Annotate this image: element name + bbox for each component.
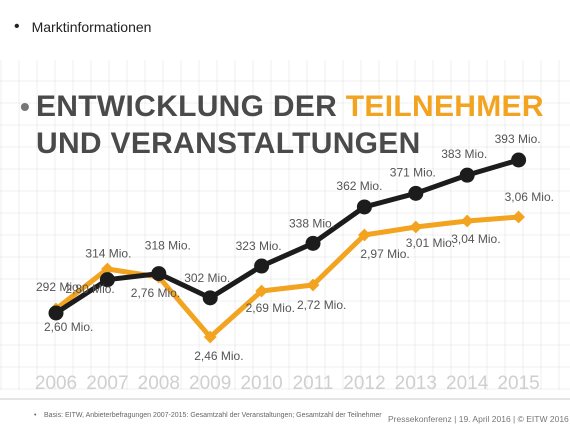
data-label-teilnehmer-2011: 2,72 Mio. [297,298,346,312]
slide-title: • ENTWICKLUNG DER TEILNEHMER UND VERANST… [20,88,544,162]
data-label-veranstaltungen-2013: 371 Mio. [390,165,436,179]
data-label-veranstaltungen-2008: 318 Mio. [145,239,191,253]
footer-meta: Pressekonferenz | 19. April 2016 | © EIT… [388,414,569,424]
section-heading: • Marktinformationen [14,18,151,36]
series-line-teilnehmer [54,214,519,340]
data-label-veranstaltungen-2012: 362 Mio. [336,179,382,193]
data-label-veranstaltungen-2010: 323 Mio. [236,239,282,253]
data-label-teilnehmer-2012: 2,97 Mio. [360,247,409,261]
title-line-1: ENTWICKLUNG DER TEILNEHMER [36,88,544,125]
data-point-teilnehmer-2011 [306,278,320,292]
data-point-veranstaltungen-2015 [511,152,527,168]
data-label-veranstaltungen-2014: 383 Mio. [441,147,487,161]
data-point-teilnehmer-2015 [512,210,525,224]
x-axis: 2006 2007 2008 2009 2010 2011 2012 2013 2014 2015 [35,373,540,394]
x-tick-label-2013: 2013 [395,373,437,394]
data-label-veranstaltungen-2011: 338 Mio. [289,216,335,230]
data-point-teilnehmer-2009 [203,330,217,344]
title-part-1: ENTWICKLUNG DER [36,90,346,123]
footer-divider [0,398,570,400]
data-point-veranstaltungen-2008 [151,266,167,282]
data-label-teilnehmer-2014: 3,04 Mio. [451,232,500,246]
data-point-teilnehmer-2007 [101,262,114,276]
data-point-teilnehmer-2012 [358,228,371,242]
footer-note: • Basis: EITW, Anbieterbefragungen 2007-… [34,411,384,420]
data-label-teilnehmer-2015: 3,06 Mio. [505,190,554,204]
x-tick-label-2006: 2006 [35,373,77,394]
title-bullet: • [20,91,31,122]
footer-note-text: Basis: EITW, Anbieterbefragungen 2007-20… [44,412,382,419]
data-point-teilnehmer-2010 [255,284,268,298]
data-label-veranstaltungen-2006: 292 Mio. [36,280,82,294]
data-label-teilnehmer-2006: 2,60 Mio. [44,320,93,334]
data-point-veranstaltungen-2011 [305,235,321,251]
section-heading-text: Marktinformationen [31,19,152,35]
maze-background [0,60,570,390]
data-point-veranstaltungen-2009 [202,290,218,306]
data-label-teilnehmer-2013: 3,01 Mio. [406,236,455,250]
footer-bullet: • [34,412,37,419]
series-line-veranstaltungen [54,157,520,316]
data-point-veranstaltungen-2007 [99,272,115,288]
bullet-dot: • [14,18,20,35]
series-layer [48,152,527,344]
data-label-layer: 2,60 Mio. 2,80 Mio. 2,76 Mio. 2,46 Mio. 2,69… [36,132,554,363]
x-tick-label-2015: 2015 [497,373,539,394]
data-point-veranstaltungen-2006 [48,305,64,321]
x-tick-label-2012: 2012 [343,373,385,394]
data-label-teilnehmer-2010: 2,69 Mio. [246,301,295,315]
data-point-teilnehmer-2014 [460,214,474,228]
data-point-veranstaltungen-2010 [254,258,270,274]
x-tick-label-2011: 2011 [293,373,334,394]
x-tick-label-2009: 2009 [189,373,231,394]
data-point-veranstaltungen-2013 [408,185,424,201]
data-label-veranstaltungen-2007: 314 Mio. [85,247,131,261]
data-point-veranstaltungen-2012 [356,199,372,215]
x-tick-label-2007: 2007 [86,373,128,394]
data-label-teilnehmer-2007: 2,80 Mio. [65,282,114,296]
data-label-teilnehmer-2008: 2,76 Mio. [131,286,180,300]
data-label-veranstaltungen-2015: 393 Mio. [495,132,541,146]
title-line-2: UND VERANSTALTUNGEN [36,127,421,160]
title-accent: TEILNEHMER [345,90,544,123]
data-label-veranstaltungen-2009: 302 Mio. [184,271,230,285]
x-tick-label-2010: 2010 [240,373,282,394]
data-label-teilnehmer-2009: 2,46 Mio. [194,349,243,363]
x-tick-label-2014: 2014 [446,373,489,394]
x-tick-label-2008: 2008 [138,373,180,394]
data-point-teilnehmer-2013 [409,220,423,234]
data-point-veranstaltungen-2014 [459,167,475,183]
